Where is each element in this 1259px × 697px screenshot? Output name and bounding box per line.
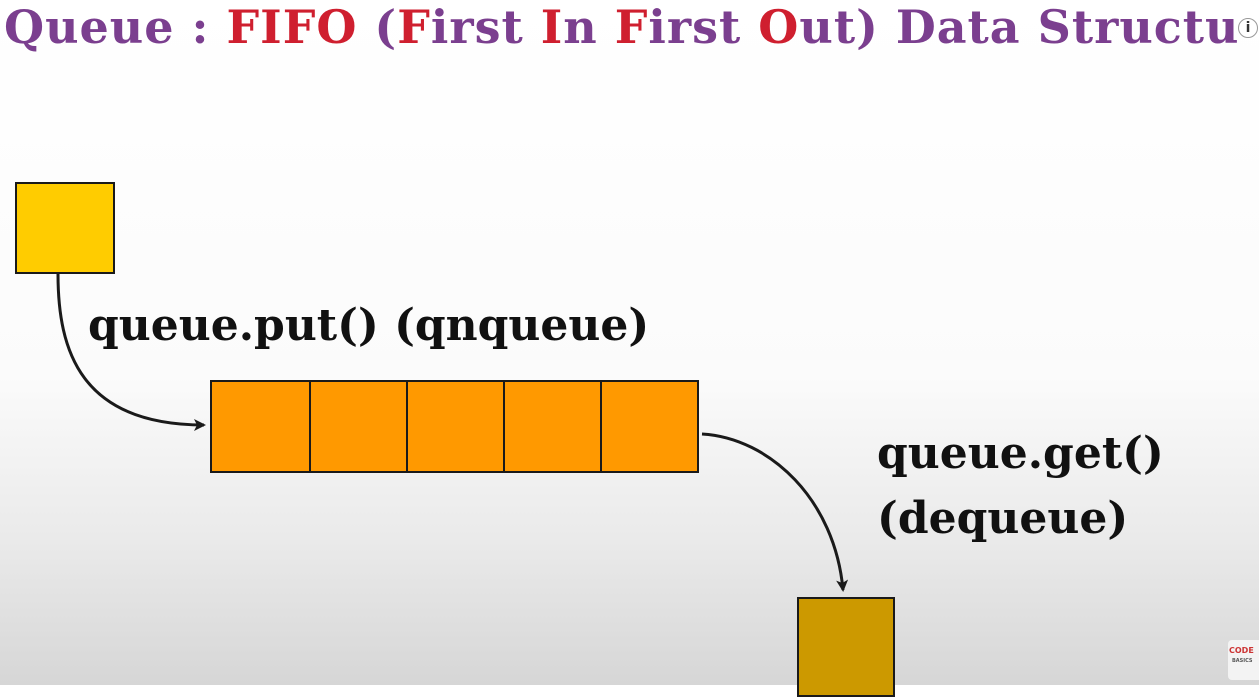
channel-logo: CODE BASICS bbox=[1228, 640, 1259, 680]
title-data-structure: Data Structu bbox=[878, 0, 1240, 54]
slide-title: Queue : FIFO (First In First Out) Data S… bbox=[4, 0, 1239, 62]
new-queue-item bbox=[15, 182, 115, 274]
logo-text-bottom: BASICS bbox=[1232, 658, 1253, 664]
title-first-initial: F bbox=[397, 0, 431, 54]
get-label: queue.get() bbox=[877, 428, 1164, 479]
queue-container bbox=[210, 380, 699, 473]
title-out-rest: ut bbox=[799, 0, 857, 54]
title-queue: Queue : bbox=[4, 0, 227, 54]
title-open-paren: ( bbox=[357, 0, 398, 54]
dequeue-label: (dequeue) bbox=[877, 493, 1129, 544]
title-in-initial: I bbox=[540, 0, 564, 54]
queue-cell bbox=[503, 382, 600, 471]
dequeue-arrow bbox=[701, 432, 849, 592]
queue-cell bbox=[406, 382, 503, 471]
dequeued-item bbox=[797, 597, 895, 697]
title-close-paren: ) bbox=[856, 0, 879, 54]
queue-cell bbox=[600, 382, 697, 471]
queue-cell bbox=[309, 382, 406, 471]
title-first2-initial: F bbox=[614, 0, 649, 54]
put-enqueue-label: queue.put() (qnqueue) bbox=[88, 300, 650, 351]
queue-cell bbox=[212, 382, 309, 471]
title-in-rest: n bbox=[563, 0, 615, 54]
title-first-rest: irst bbox=[430, 0, 541, 54]
enqueue-arrow bbox=[56, 273, 206, 431]
info-icon[interactable]: i bbox=[1238, 18, 1258, 38]
title-first2-rest: irst bbox=[648, 0, 759, 54]
title-fifo: FIFO bbox=[226, 0, 358, 54]
logo-text-top: CODE bbox=[1229, 646, 1254, 655]
title-out-initial: O bbox=[758, 0, 800, 54]
